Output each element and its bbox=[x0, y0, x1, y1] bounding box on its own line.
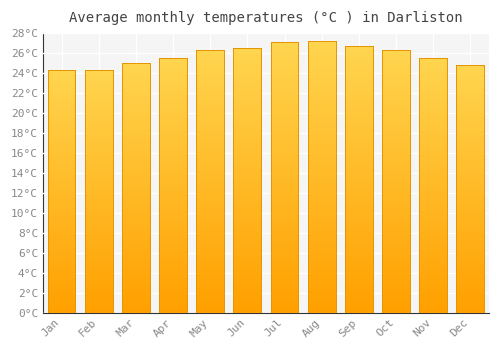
Title: Average monthly temperatures (°C ) in Darliston: Average monthly temperatures (°C ) in Da… bbox=[69, 11, 462, 25]
